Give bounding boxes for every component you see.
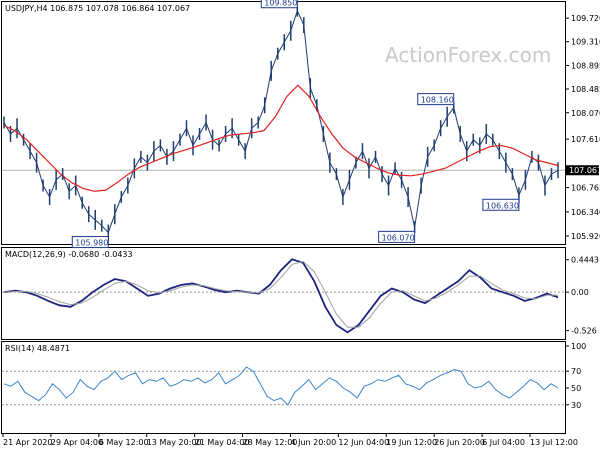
price-tick-label: 108.070	[571, 109, 600, 118]
last-price-marker: 107.067	[2, 165, 600, 176]
rsi-tick-label: 100	[571, 342, 586, 351]
rsi-series-group	[3, 366, 559, 406]
time-tick-label: 21 May 04:00	[195, 438, 250, 447]
time-tick-label: 6 May 12:00	[99, 438, 149, 447]
time-tick-label: 19 Jun 12:00	[386, 438, 437, 447]
price-series-group	[3, 4, 559, 241]
last-price-box	[566, 165, 599, 176]
time-tick-label: 21 Apr 2020	[3, 438, 52, 447]
annotation-box	[260, 0, 298, 9]
price-tick-label: 106.765	[571, 184, 600, 193]
price-title: USDJPY,H4 106.875 107.078 106.864 107.06…	[5, 4, 190, 13]
price-tick-label: 105.920	[571, 232, 600, 241]
rsi-axis: 100 70 50 30	[2, 342, 586, 410]
price-tick-label: 109.720	[571, 14, 600, 23]
time-tick-label: 26 Jun 20:00	[434, 438, 485, 447]
price-annotations: 109.850 105.980 108.160 106.070 106.630	[71, 0, 520, 249]
price-tick-label: 108.485	[571, 85, 600, 94]
price-tick-label: 108.895	[571, 61, 600, 70]
rsi-tick-label: 30	[571, 401, 581, 410]
annotation-box	[482, 198, 520, 211]
rsi-tick-label: 50	[571, 384, 581, 393]
time-tick-label: 28 May 12:00	[243, 438, 298, 447]
time-tick-label: 13 May 20:00	[147, 438, 202, 447]
rsi-line	[3, 366, 559, 406]
price-tick-label: 106.340	[571, 208, 600, 217]
moving-average-group	[3, 84, 559, 192]
watermark: ActionForex.com	[385, 43, 551, 67]
macd-panel-frame	[1, 247, 566, 340]
macd-signal-line	[3, 260, 558, 328]
annotation-label: 105.980	[75, 239, 108, 248]
macd-tick-label: 0.00	[571, 288, 589, 297]
time-tick-label: 4 Jun 20:00	[290, 438, 336, 447]
macd-tick-label: -0.526	[571, 327, 597, 336]
annotation-box	[417, 93, 455, 106]
time-tick-label: 6 Jul 04:00	[482, 438, 525, 447]
macd-line	[3, 258, 559, 334]
annotation-label: 106.070	[382, 233, 415, 242]
time-tick-label: 12 Jun 04:00	[338, 438, 389, 447]
annotation-label: 109.850	[264, 0, 297, 8]
macd-title: MACD(12,26,9) -0.0680 -0.0433	[5, 250, 133, 259]
moving-average-line	[3, 84, 559, 192]
macd-tick-label: 0.4443	[571, 256, 599, 265]
last-price-label: 107.067	[569, 166, 600, 175]
price-tick-label: 109.310	[571, 38, 600, 47]
price-tick-label: 107.610	[571, 135, 600, 144]
time-tick-label: 29 Apr 04:00	[51, 438, 103, 447]
annotation-box	[71, 236, 109, 249]
annotation-box	[378, 230, 416, 243]
annotation-label: 108.160	[421, 96, 454, 105]
rsi-tick-label: 70	[571, 367, 581, 376]
price-line	[3, 9, 559, 234]
annotation-label: 106.630	[486, 201, 519, 210]
time-tick-label: 13 Jul 12:00	[530, 438, 578, 447]
rsi-title: RSI(14) 48.4871	[5, 344, 70, 353]
macd-series-group	[3, 258, 559, 334]
macd-axis: 0.4443 0.00 -0.526	[2, 256, 599, 336]
